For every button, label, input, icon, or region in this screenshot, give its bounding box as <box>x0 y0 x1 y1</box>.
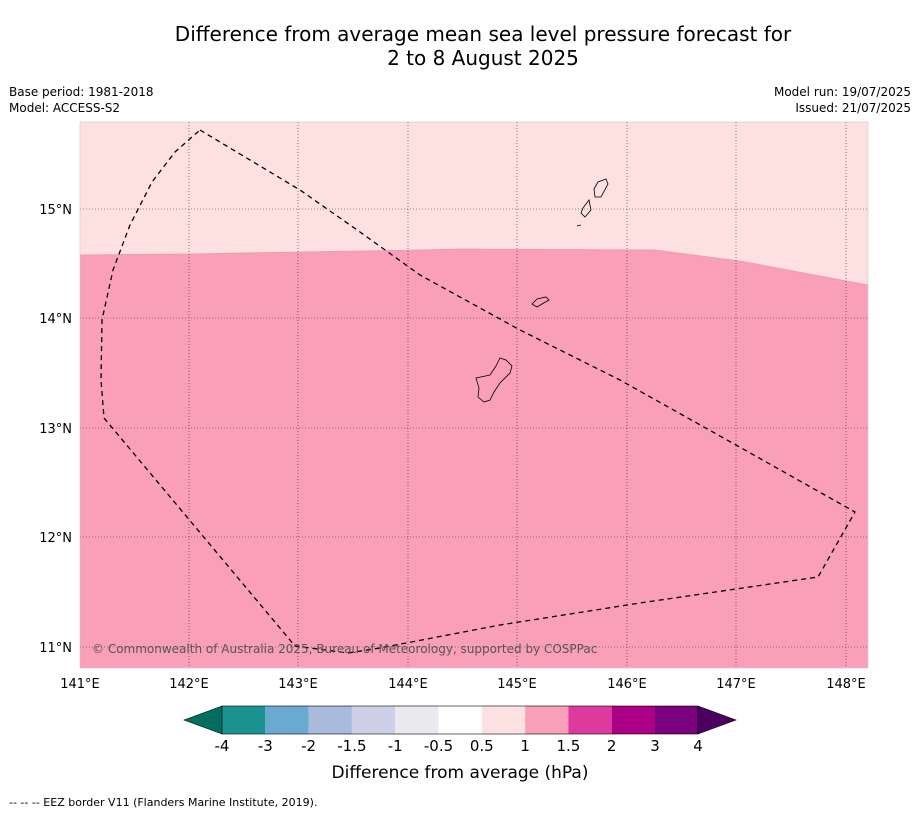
copyright-notice: © Commonwealth of Australia 2025, Bureau… <box>92 642 597 656</box>
lon-label: 148°E <box>826 677 866 692</box>
map-frame <box>79 121 869 669</box>
saipan-island <box>593 178 609 198</box>
lon-label: 144°E <box>388 677 428 692</box>
colorbar-label: -0.5 <box>424 737 453 755</box>
tinian-island <box>580 199 592 218</box>
colorbar-segment <box>481 706 526 734</box>
lat-label: 13°N <box>39 422 72 437</box>
colorbar-segment <box>265 706 309 734</box>
colorbar-segment <box>611 706 655 734</box>
map-title: Difference from average mean sea level p… <box>0 22 919 70</box>
colorbar-segment <box>351 706 396 734</box>
colorbar-label: -1.5 <box>337 737 366 755</box>
colorbar-label: -4 <box>215 737 230 755</box>
issued-date: Issued: 21/07/2025 <box>795 101 911 115</box>
lat-label: 12°N <box>39 531 72 546</box>
colorbar-segment <box>308 706 352 734</box>
lon-label: 141°E <box>60 677 100 692</box>
eez-border <box>100 129 856 654</box>
colorbar-label: 2 <box>607 737 617 755</box>
lon-label: 146°E <box>607 677 647 692</box>
lat-label: 14°N <box>39 312 72 327</box>
aguijan-island <box>576 224 582 227</box>
colorbar-segment <box>222 706 266 734</box>
colorbar-label: 1 <box>520 737 530 755</box>
colorbar-segment <box>568 706 612 734</box>
title-line-1: Difference from average mean sea level p… <box>174 22 792 46</box>
band-boundary <box>79 248 869 286</box>
lon-label: 143°E <box>278 677 318 692</box>
longitude-labels: 141°E 142°E 143°E 144°E 145°E 146°E 147°… <box>60 677 866 692</box>
colorbar-label: 3 <box>650 737 660 755</box>
colorbar-label: 0.5 <box>470 737 494 755</box>
gridlines <box>80 122 868 668</box>
lon-label: 142°E <box>169 677 209 692</box>
colorbar-extend-high <box>697 705 737 735</box>
meta-left: Base period: 1981-2018 Model: ACCESS-S2 <box>9 84 154 116</box>
eez-legend-note: -- -- -- EEZ border V11 (Flanders Marine… <box>9 796 318 809</box>
colorbar: -4 -3 -2 -1.5 -1 -0.5 0.5 1 1.5 2 3 4 Di… <box>183 705 737 783</box>
colorbar-label: 4 <box>693 737 703 755</box>
map-area: © Commonwealth of Australia 2025, Bureau… <box>79 121 869 669</box>
colorbar-label: -1 <box>388 737 403 755</box>
colorbar-segment <box>395 706 439 734</box>
coastlines <box>475 178 609 403</box>
colorbar-label: 1.5 <box>556 737 580 755</box>
colorbar-segment <box>525 706 569 734</box>
title-line-2: 2 to 8 August 2025 <box>387 46 579 70</box>
rota-island <box>531 296 550 308</box>
colorbar-segment <box>655 706 698 734</box>
colorbar-label: -3 <box>258 737 273 755</box>
colorbar-segment <box>438 706 482 734</box>
colorbar-outline <box>221 705 699 735</box>
lat-label: 11°N <box>39 641 72 656</box>
colorbar-title: Difference from average (hPa) <box>332 763 589 783</box>
meta-right: Model run: 19/07/2025 Issued: 21/07/2025 <box>774 84 911 116</box>
colorbar-label: -2 <box>301 737 316 755</box>
latitude-labels: 15°N 14°N 13°N 12°N 11°N <box>39 203 72 656</box>
pressure-band-1-1.5 <box>80 249 868 668</box>
lat-label: 15°N <box>39 203 72 218</box>
guam-island <box>475 357 513 403</box>
lon-label: 145°E <box>497 677 537 692</box>
base-period: Base period: 1981-2018 <box>9 85 154 99</box>
colorbar-extend-low <box>183 705 223 735</box>
model-run: Model run: 19/07/2025 <box>773 85 911 99</box>
model-name: Model: ACCESS-S2 <box>9 101 121 115</box>
lon-label: 147°E <box>716 677 756 692</box>
